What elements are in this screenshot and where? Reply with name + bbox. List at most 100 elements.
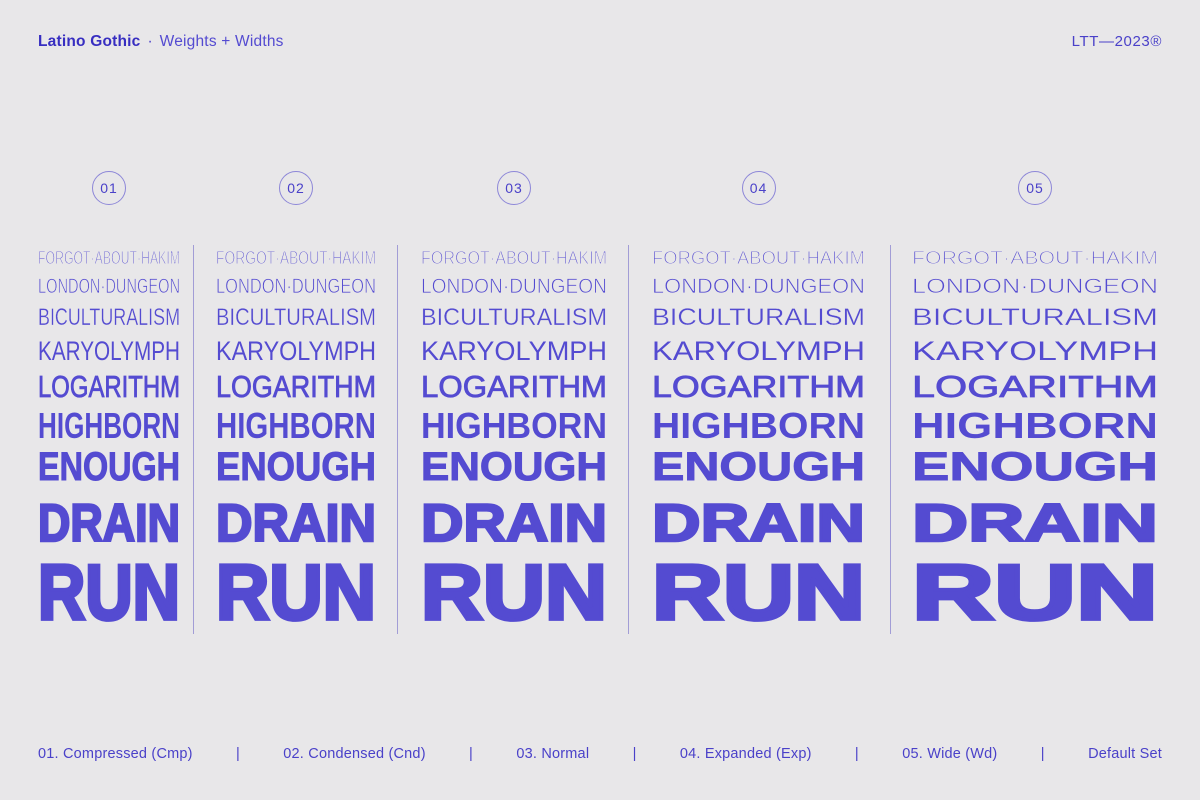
specimen-word: LOGARITHM (421, 369, 608, 405)
specimen-word: LONDON·DUNGEON (216, 275, 377, 299)
specimen-word: BICULTURALISM (652, 303, 866, 331)
specimen-column-02: 02 FORGOT·ABOUT·HAKIM LONDON·DUNGEON BICULT… (214, 0, 378, 800)
specimen-word: DRAIN (420, 493, 609, 553)
specimen-row: FORGOT·ABOUT·HAKIM (216, 240, 377, 267)
footer-style-label: 05. Wide (Wd) (902, 746, 998, 762)
word-stack: FORGOT·ABOUT·HAKIM LONDON·DUNGEON BICULTUR… (909, 240, 1161, 633)
specimen-word: KARYOLYMPH (38, 336, 180, 367)
word-stack: FORGOT·ABOUT·HAKIM LONDON·DUNGEON BICULTUR… (650, 240, 868, 633)
specimen-row: ENOUGH (651, 437, 865, 488)
specimen-row: BICULTURALISM (912, 293, 1158, 329)
footer-style-label: 03. Normal (516, 746, 590, 762)
footer-style-label: 04. Expanded (Exp) (679, 746, 812, 762)
specimen-word: HIGHBORN (421, 405, 608, 447)
specimen-word: ENOUGH (420, 445, 608, 489)
specimen-word: RUN (650, 547, 868, 636)
page-subtitle: Weights + Widths (159, 33, 284, 50)
specimen-column-01: 01 FORGOT·ABOUT·HAKIM LONDON·DUNGEON BICULT… (36, 0, 182, 800)
specimen-row: ENOUGH (420, 437, 607, 488)
specimen-row: FORGOT·ABOUT·HAKIM (651, 240, 865, 267)
specimen-word: HIGHBORN (38, 405, 181, 447)
specimen-word: HIGHBORN (652, 405, 865, 447)
specimen-row: ENOUGH (911, 437, 1158, 488)
specimen-row: KARYOLYMPH (912, 325, 1158, 365)
column-number-badge: 01 (92, 171, 126, 205)
specimen-row: KARYOLYMPH (652, 325, 865, 365)
specimen-word: DRAIN (650, 493, 866, 553)
specimen-row: DRAIN (215, 479, 377, 550)
specimen-word: KARYOLYMPH (421, 336, 608, 367)
specimen-row: BICULTURALISM (652, 293, 865, 329)
specimen-row: HIGHBORN (38, 396, 180, 444)
specimen-word: LONDON·DUNGEON (912, 275, 1159, 299)
specimen-row: RUN (214, 539, 378, 633)
specimen-word: FORGOT·ABOUT·HAKIM (911, 247, 1159, 268)
specimen-row: BICULTURALISM (38, 293, 180, 329)
word-stack: FORGOT·ABOUT·HAKIM LONDON·DUNGEON BICULTUR… (419, 240, 609, 633)
specimen-row: KARYOLYMPH (216, 325, 376, 365)
specimen-column-03: 03 FORGOT·ABOUT·HAKIM LONDON·DUNGEON BICULT… (419, 0, 609, 800)
specimen-word: RUN (909, 547, 1161, 636)
specimen-row: HIGHBORN (652, 396, 865, 444)
font-name: Latino Gothic (38, 33, 141, 50)
specimen-row: LONDON·DUNGEON (216, 263, 377, 298)
specimen-row: DRAIN (37, 479, 181, 550)
specimen-row: LOGARITHM (911, 360, 1158, 403)
footer-style-label: 01. Compressed (Cmp) (38, 746, 193, 762)
footer-separator-pipe: | (1040, 746, 1045, 762)
specimen-row: DRAIN (420, 479, 609, 550)
specimen-word: FORGOT·ABOUT·HAKIM (651, 247, 865, 268)
specimen-row: RUN (909, 539, 1161, 633)
specimen-row: ENOUGH (216, 437, 377, 488)
word-stack: FORGOT·ABOUT·HAKIM LONDON·DUNGEON BICULTUR… (36, 240, 181, 633)
column-number-badge: 04 (741, 171, 776, 205)
specimen-word: FORGOT·ABOUT·HAKIM (216, 247, 377, 268)
column-divider (890, 245, 891, 634)
footer-legend: 01. Compressed (Cmp) | 02. Condensed (Cnd)… (0, 746, 1200, 762)
specimen-row: HIGHBORN (216, 396, 376, 444)
specimen-word: KARYOLYMPH (912, 336, 1159, 367)
specimen-row: BICULTURALISM (421, 293, 607, 329)
specimen-word: BICULTURALISM (38, 303, 180, 331)
specimen-word: HIGHBORN (216, 405, 376, 447)
specimen-row: LONDON·DUNGEON (912, 263, 1159, 298)
specimen-row: LONDON·DUNGEON (421, 263, 608, 298)
specimen-word: DRAIN (37, 493, 181, 553)
specimen-word: LOGARITHM (911, 369, 1158, 405)
specimen-row: FORGOT·ABOUT·HAKIM (38, 240, 181, 267)
specimen-word: HIGHBORN (912, 405, 1158, 447)
specimen-row: DRAIN (910, 479, 1160, 550)
specimen-row: FORGOT·ABOUT·HAKIM (911, 240, 1158, 267)
specimen-word: FORGOT·ABOUT·HAKIM (38, 247, 181, 268)
specimen-row: HIGHBORN (421, 396, 607, 444)
column-number-badge: 05 (1018, 171, 1052, 205)
specimen-word: ENOUGH (216, 445, 377, 489)
title-separator-dot: · (147, 33, 153, 50)
specimen-word: RUN (214, 547, 378, 636)
specimen-row: RUN (650, 539, 868, 633)
specimen-row: FORGOT·ABOUT·HAKIM (421, 240, 608, 267)
footer-default-set-label: Default Set (1088, 746, 1162, 762)
specimen-word: LOGARITHM (38, 369, 181, 405)
specimen-word: LONDON·DUNGEON (38, 275, 180, 299)
specimen-row: DRAIN (650, 479, 866, 550)
specimen-row: LONDON·DUNGEON (38, 263, 180, 298)
column-divider (397, 245, 398, 634)
specimen-word: FORGOT·ABOUT·HAKIM (421, 247, 608, 268)
specimen-word: BICULTURALISM (421, 303, 608, 331)
specimen-word: LOGARITHM (652, 369, 866, 405)
column-divider (193, 245, 194, 634)
specimen-word: RUN (419, 547, 609, 636)
specimen-row: BICULTURALISM (216, 293, 376, 329)
specimen-word: ENOUGH (38, 445, 181, 489)
specimen-word: LONDON·DUNGEON (652, 275, 866, 299)
specimen-row: RUN (419, 539, 609, 633)
specimen-word: ENOUGH (651, 445, 865, 489)
page-title: Latino Gothic · Weights + Widths (38, 33, 284, 51)
column-divider (628, 245, 629, 634)
specimen-word: KARYOLYMPH (216, 336, 377, 367)
specimen-row: RUN (36, 539, 181, 633)
specimen-column-05: 05 FORGOT·ABOUT·HAKIM LONDON·DUNGEON BICULT… (909, 0, 1161, 800)
specimen-column-04: 04 FORGOT·ABOUT·HAKIM LONDON·DUNGEON BICULT… (650, 0, 868, 800)
